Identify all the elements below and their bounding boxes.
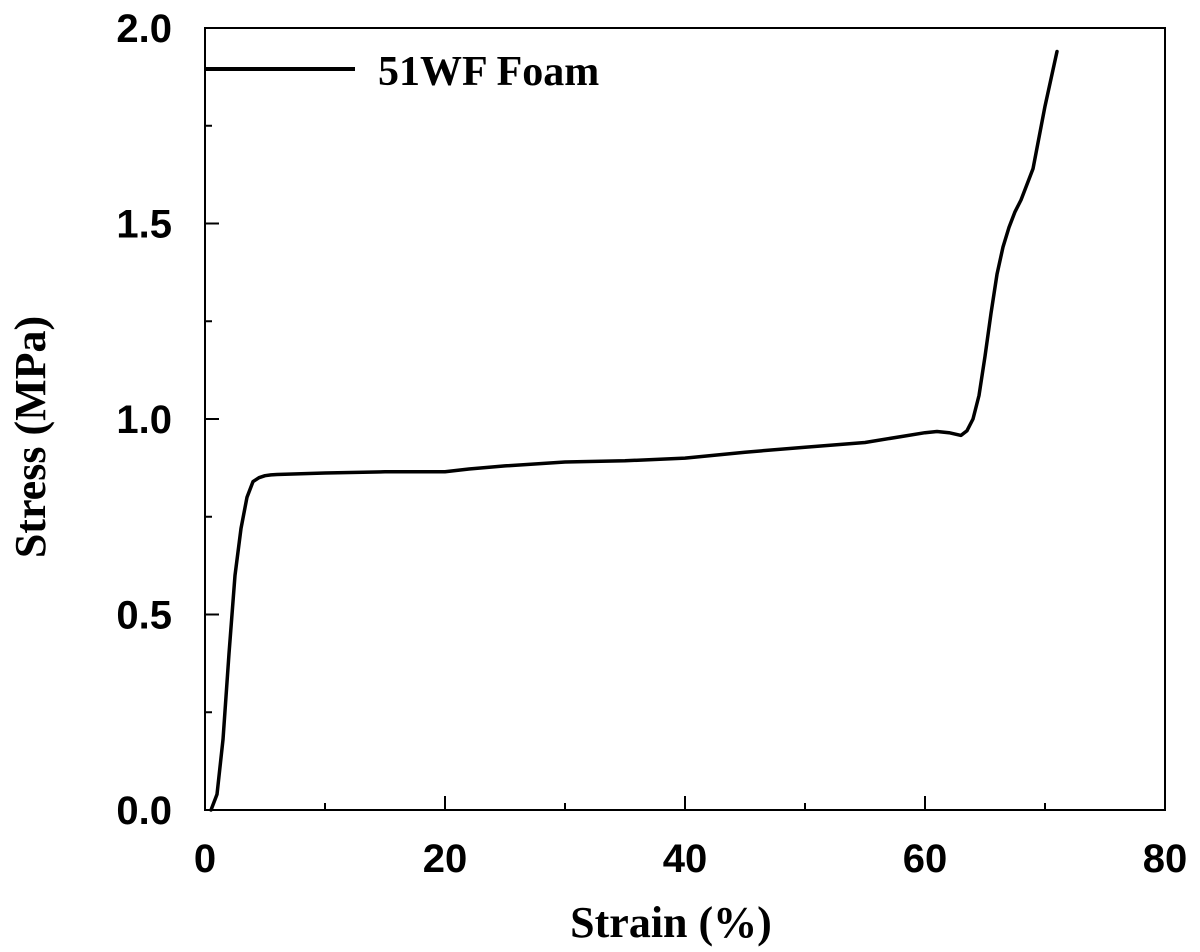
y-tick-label: 1.0 — [116, 398, 172, 442]
x-axis-title: Strain (%) — [570, 898, 772, 947]
axis-ticks — [204, 27, 1166, 811]
series-layer — [209, 49, 1059, 812]
x-tick-label: 60 — [903, 837, 948, 881]
y-tick-label: 0.0 — [116, 789, 172, 833]
y-tick-label: 2.0 — [116, 7, 172, 51]
y-tick-label: 1.5 — [116, 203, 172, 247]
plot-frame — [204, 27, 1166, 811]
x-tick-label: 40 — [663, 837, 708, 881]
series-line — [209, 49, 1059, 812]
x-tick-label: 80 — [1143, 837, 1188, 881]
legend-label: 51WF Foam — [378, 49, 599, 95]
x-tick-label: 20 — [423, 837, 468, 881]
y-tick-label: 0.5 — [116, 594, 172, 638]
y-axis-title: Stress (MPa) — [6, 316, 55, 558]
tick-labels: 0 20 40 60 80 0.0 0.5 1.0 1.5 2.0 — [116, 7, 1187, 881]
x-tick-label: 0 — [194, 837, 216, 881]
legend: 51WF Foam — [205, 49, 599, 95]
